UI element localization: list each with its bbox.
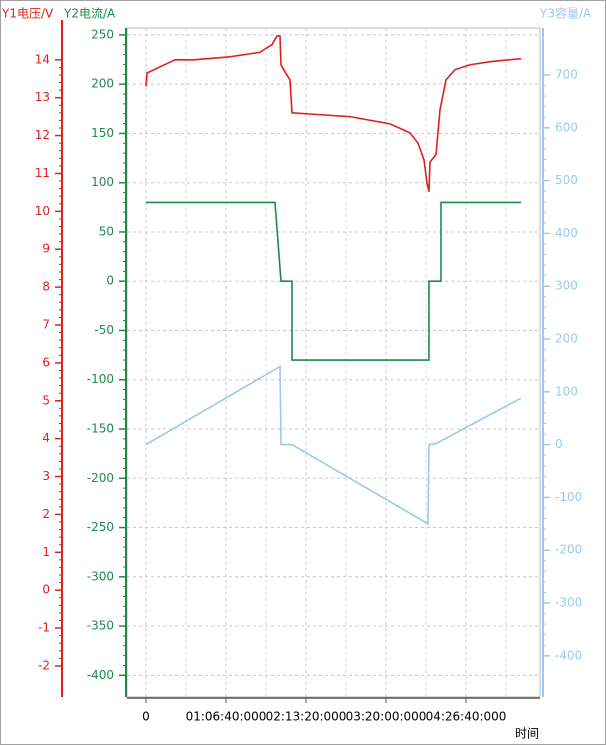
y2-tick-label: -200: [87, 471, 114, 485]
y3-tick-label: 700: [555, 67, 578, 81]
series-line: [145, 35, 522, 192]
y-tick-label: 0: [42, 583, 50, 597]
y2-tick-label: 100: [91, 175, 114, 189]
y-tick-label: 4: [42, 431, 50, 445]
y-tick-label: 1: [42, 545, 50, 559]
plot-area: [126, 27, 541, 698]
y2-tick-label: -300: [87, 569, 114, 583]
y3-tick-label: -400: [555, 648, 582, 662]
y-tick-label: 5: [42, 393, 50, 407]
y3-tick-label: 600: [555, 120, 578, 134]
x-axis-title: 时间: [515, 727, 539, 741]
x-tick-label: 04:26:40:000: [426, 710, 507, 724]
y-tick-label: 6: [42, 355, 50, 369]
y2-tick-label: 250: [91, 27, 114, 41]
y-tick-label: 8: [42, 280, 50, 294]
y2-tick-label: 200: [91, 77, 114, 91]
y-tick-label: 10: [35, 204, 50, 218]
y3-tick-label: 100: [555, 384, 578, 398]
x-tick-label: 02:13:20:000: [266, 710, 347, 724]
x-tick-label: 0: [142, 710, 150, 724]
y-tick-label: 13: [35, 90, 50, 104]
y2-tick-label: 50: [99, 224, 114, 238]
x-tick-label: 01:06:40:000: [186, 710, 267, 724]
y-tick-label: 12: [35, 128, 50, 142]
y-tick-label: 3: [42, 469, 50, 483]
y2-axis-title: Y2电流/A: [63, 7, 116, 21]
y-tick-label: 9: [42, 242, 50, 256]
y2-tick-label: -50: [94, 323, 114, 337]
y3-tick-label: 500: [555, 173, 578, 187]
y3-axis-title: Y3容量/A: [539, 6, 592, 21]
y3-tick-label: 400: [555, 226, 578, 240]
y-tick-label: 11: [35, 166, 50, 180]
y-tick-label: 7: [42, 317, 50, 331]
y-axis-title: Y1电压/V: [1, 7, 54, 21]
x-tick-label: 03:20:00:000: [346, 710, 427, 724]
y3-tick-label: 300: [555, 279, 578, 293]
y2-tick-label: -250: [87, 520, 114, 534]
y2-tick-label: -400: [87, 668, 114, 682]
y-tick-label: 14: [35, 52, 50, 66]
y2-tick-label: 0: [106, 274, 114, 288]
y-tick-label: -2: [38, 658, 50, 672]
y2-tick-label: -150: [87, 422, 114, 436]
y2-tick-label: 150: [91, 126, 114, 140]
y2-tick-label: -350: [87, 619, 114, 633]
y3-tick-label: -100: [555, 490, 582, 504]
series-line: [145, 365, 522, 526]
y3-tick-label: 200: [555, 332, 578, 346]
y3-tick-label: 0: [555, 437, 563, 451]
series-line: [146, 201, 521, 361]
y-tick-label: -1: [38, 621, 50, 635]
y3-tick-label: -300: [555, 596, 582, 610]
y3-tick-label: -200: [555, 543, 582, 557]
y2-tick-label: -100: [87, 372, 114, 386]
y-tick-label: 2: [42, 507, 50, 521]
